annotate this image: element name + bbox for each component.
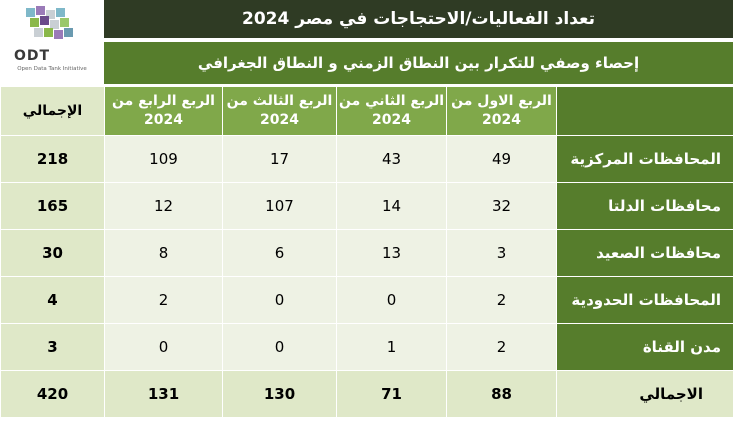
row-label: المحافظات الحدودية — [556, 276, 733, 324]
table-row: 4 2 0 0 2 المحافظات الحدودية — [0, 276, 733, 324]
total-row-label: الاجمالي — [556, 370, 733, 418]
cell-q1: 49 — [446, 135, 557, 183]
cell-q3: 107 — [222, 182, 337, 230]
cell-q4: 2 — [104, 276, 223, 324]
cell-q2: 13 — [336, 229, 447, 277]
col-header-q2: الربع الثاني من 2024 — [336, 86, 447, 136]
cell-q2: 1 — [336, 323, 447, 371]
table-row: 3 0 0 1 2 مدن القناة — [0, 323, 733, 371]
cell-q2: 14 — [336, 182, 447, 230]
row-total: 165 — [0, 182, 105, 230]
total-q2: 71 — [336, 370, 447, 418]
cell-q3: 0 — [222, 323, 337, 371]
cell-q3: 6 — [222, 229, 337, 277]
cell-q2: 0 — [336, 276, 447, 324]
cell-q2: 43 — [336, 135, 447, 183]
row-total: 4 — [0, 276, 105, 324]
cell-q1: 3 — [446, 229, 557, 277]
cell-q4: 8 — [104, 229, 223, 277]
page-subtitle: إحصاء وصفي للتكرار بين النطاق الزمني و ا… — [104, 40, 733, 84]
row-label: المحافظات المركزية — [556, 135, 733, 183]
table-row: 30 8 6 13 3 محافظات الصعيد — [0, 229, 733, 277]
page-title: تعداد الفعاليات/الاحتجاجات في مصر 2024 — [104, 0, 733, 38]
cell-q4: 0 — [104, 323, 223, 371]
table-row: 218 109 17 43 49 المحافظات المركزية — [0, 135, 733, 183]
data-table: الإجمالي الربع الرابع من 2024 الربع الثا… — [0, 86, 733, 418]
total-q1: 88 — [446, 370, 557, 418]
col-header-q4: الربع الرابع من 2024 — [104, 86, 223, 136]
total-q3: 130 — [222, 370, 337, 418]
col-header-total: الإجمالي — [0, 86, 105, 136]
row-label: مدن القناة — [556, 323, 733, 371]
cell-q3: 0 — [222, 276, 337, 324]
col-header-q1: الربع الاول من 2024 — [446, 86, 557, 136]
row-label: محافظات الصعيد — [556, 229, 733, 277]
grand-total: 420 — [0, 370, 105, 418]
row-total: 3 — [0, 323, 105, 371]
cell-q1: 32 — [446, 182, 557, 230]
cell-q4: 109 — [104, 135, 223, 183]
cube-logo-icon — [26, 6, 73, 39]
corner-cell — [556, 86, 733, 136]
header-row: الإجمالي الربع الرابع من 2024 الربع الثا… — [0, 86, 733, 136]
cell-q4: 12 — [104, 182, 223, 230]
row-label: محافظات الدلتا — [556, 182, 733, 230]
logo-name: ODT — [14, 48, 51, 64]
table-row: 165 12 107 14 32 محافظات الدلتا — [0, 182, 733, 230]
cell-q1: 2 — [446, 276, 557, 324]
total-q4: 131 — [104, 370, 223, 418]
row-total: 218 — [0, 135, 105, 183]
total-row: 420 131 130 71 88 الاجمالي — [0, 370, 733, 418]
logo-tagline: Open Data Tank Initiative — [17, 66, 87, 72]
cell-q3: 17 — [222, 135, 337, 183]
odt-logo: ODT Open Data Tank Initiative — [0, 0, 104, 84]
col-header-q3: الربع الثالث من 2024 — [222, 86, 337, 136]
row-total: 30 — [0, 229, 105, 277]
cell-q1: 2 — [446, 323, 557, 371]
